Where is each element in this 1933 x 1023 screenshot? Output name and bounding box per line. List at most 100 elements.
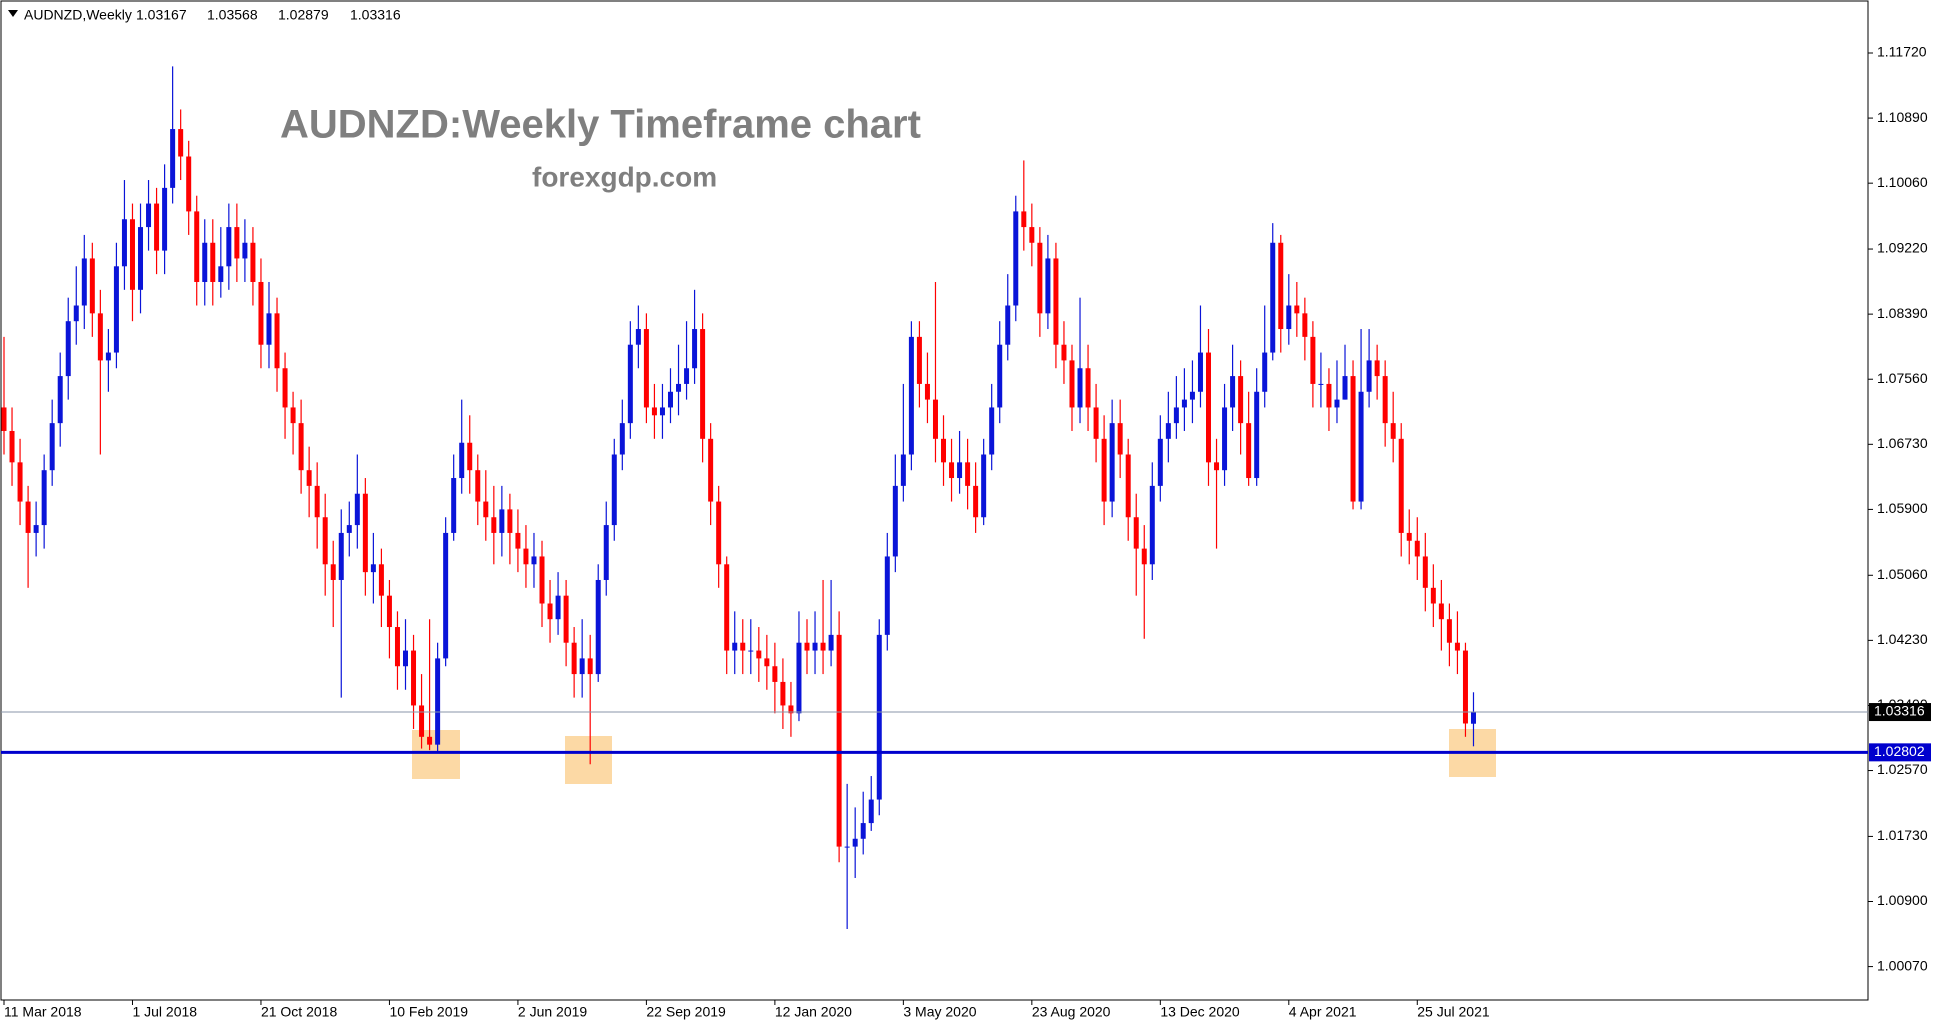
- candle-body: [1037, 242, 1043, 314]
- candle-body: [1422, 556, 1428, 588]
- candle-body: [1310, 336, 1316, 384]
- candle-body: [812, 642, 818, 651]
- candle-body: [1133, 517, 1139, 549]
- candle-body: [716, 501, 722, 565]
- candle-body: [41, 470, 47, 526]
- candle-body: [780, 681, 786, 706]
- candle-body: [194, 211, 200, 282]
- candle-body: [491, 517, 497, 533]
- candle-body: [1109, 423, 1115, 502]
- candle-body: [419, 705, 425, 737]
- candle-body: [949, 462, 955, 479]
- candle-body: [1085, 368, 1091, 408]
- candle-body: [1262, 352, 1268, 392]
- candle-body: [178, 129, 184, 157]
- candle-body: [876, 634, 882, 800]
- candle-body: [1045, 258, 1051, 314]
- candle-body: [563, 595, 569, 643]
- highlight-zone: [565, 736, 612, 784]
- candle-body: [170, 129, 176, 188]
- candle-body: [852, 838, 858, 847]
- candle-body: [354, 493, 360, 526]
- ohlc-low: 1.02879: [278, 7, 329, 23]
- y-tick-label: 1.11720: [1877, 44, 1927, 60]
- candle-body: [89, 258, 95, 314]
- candle-body: [1053, 258, 1059, 345]
- candle-body: [740, 642, 746, 651]
- x-tick-label: 12 Jan 2020: [775, 1004, 852, 1020]
- candle-body: [234, 227, 240, 259]
- candle-body: [1093, 407, 1099, 439]
- candle-body: [258, 281, 264, 345]
- candle-body: [1230, 376, 1236, 408]
- candle-body: [338, 532, 344, 580]
- candle-body: [1005, 305, 1011, 345]
- candle-body: [932, 399, 938, 439]
- candle-body: [314, 485, 320, 518]
- candle-body: [386, 595, 392, 628]
- candle-body: [1157, 438, 1163, 486]
- candle-body: [1326, 383, 1332, 408]
- y-tick-label: 1.09220: [1877, 240, 1928, 256]
- candle-body: [129, 219, 135, 290]
- y-tick-label: 1.00070: [1877, 957, 1928, 973]
- y-tick-label: 1.01730: [1877, 827, 1928, 843]
- candle-body: [1438, 603, 1444, 620]
- x-tick-label: 11 Mar 2018: [4, 1004, 82, 1020]
- candle-body: [1278, 242, 1284, 330]
- candle-body: [676, 383, 682, 392]
- candle-body: [635, 329, 641, 345]
- candle-body: [667, 391, 673, 408]
- y-tick-label: 1.10060: [1877, 174, 1928, 190]
- candle-body: [1197, 352, 1203, 392]
- candle-body: [1, 407, 7, 431]
- x-tick-label: 4 Apr 2021: [1289, 1004, 1357, 1020]
- candle-body: [1358, 391, 1364, 502]
- x-tick-label: 25 Jul 2021: [1417, 1004, 1490, 1020]
- candle-body: [33, 525, 39, 533]
- y-tick-label: 1.10890: [1877, 109, 1928, 125]
- candle-body: [523, 548, 529, 565]
- candle-body: [1294, 305, 1300, 314]
- candle-body: [804, 642, 810, 651]
- x-tick-label: 13 Dec 2020: [1160, 1004, 1240, 1020]
- candle-body: [1173, 407, 1179, 424]
- chart-subtitle: forexgdp.com: [532, 161, 717, 192]
- candle-body: [1061, 344, 1067, 361]
- candle-body: [154, 203, 160, 251]
- candle-body: [659, 407, 665, 416]
- candle-body: [700, 329, 706, 439]
- ohlc-close: 1.03316: [350, 7, 401, 23]
- x-tick-label: 2 Jun 2019: [518, 1004, 587, 1020]
- y-tick-label: 1.06730: [1877, 435, 1928, 451]
- candle-body: [772, 666, 778, 682]
- candle-body: [595, 579, 601, 675]
- candle-body: [306, 470, 312, 486]
- candle-body: [619, 423, 625, 455]
- candle-body: [1454, 642, 1460, 651]
- candle-body: [1430, 587, 1436, 604]
- candle-body: [692, 329, 698, 369]
- candle-body: [475, 470, 481, 502]
- symbol: AUDNZD,Weekly: [24, 7, 132, 23]
- candle-body: [81, 258, 87, 306]
- candle-body: [868, 799, 874, 824]
- candle-body: [362, 493, 368, 573]
- candle-body: [788, 705, 794, 714]
- candles: [1, 66, 1476, 929]
- candle-body: [274, 313, 280, 369]
- candle-body: [162, 187, 168, 251]
- support-tag: [1869, 743, 1931, 762]
- candle-body: [290, 407, 296, 424]
- candle-body: [1318, 383, 1324, 385]
- candle-body: [138, 227, 144, 290]
- candle-body: [820, 642, 826, 651]
- candle-body: [1238, 376, 1244, 424]
- candle-body: [828, 634, 834, 651]
- candle-body: [571, 642, 577, 675]
- candle-body: [226, 227, 232, 267]
- candle-body: [515, 532, 521, 549]
- candle-body: [900, 454, 906, 486]
- candle-body: [941, 438, 947, 463]
